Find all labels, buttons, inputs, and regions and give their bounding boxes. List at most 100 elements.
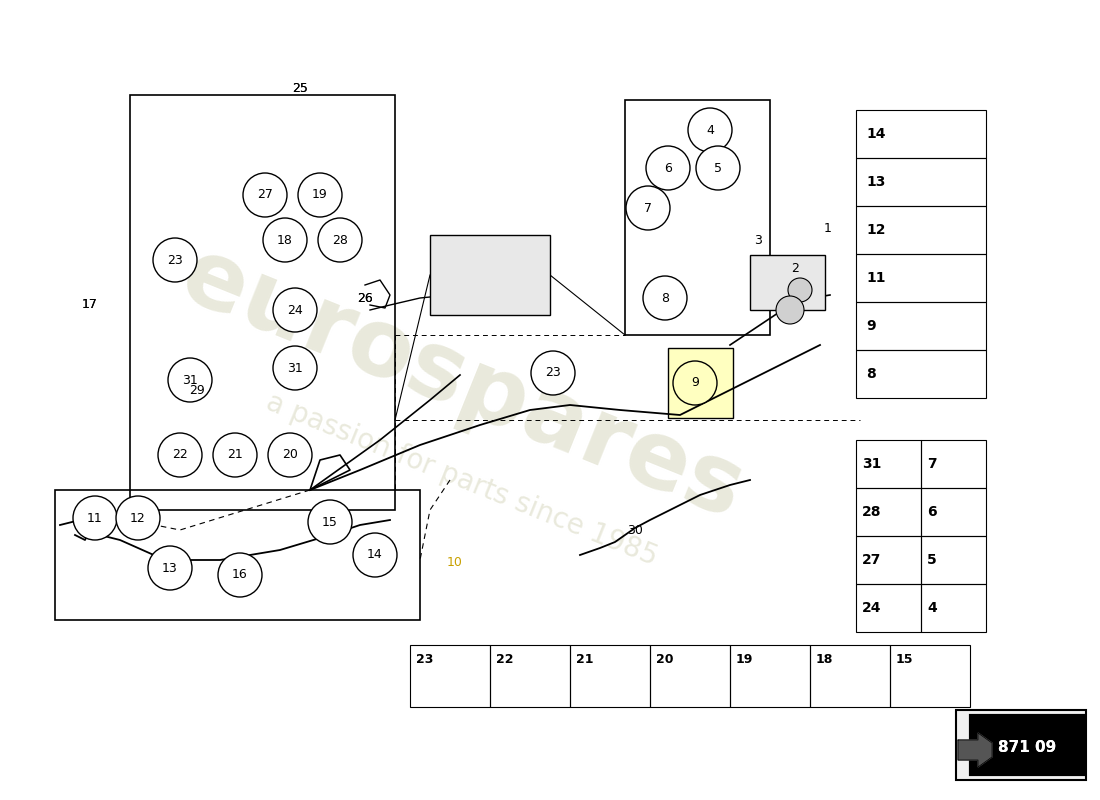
- Text: 31: 31: [862, 457, 881, 471]
- Text: 6: 6: [664, 162, 672, 174]
- Circle shape: [153, 238, 197, 282]
- Circle shape: [213, 433, 257, 477]
- Bar: [856, 536, 921, 584]
- Bar: [856, 110, 986, 158]
- Text: 6: 6: [927, 505, 936, 519]
- Text: 20: 20: [656, 653, 673, 666]
- Text: 8: 8: [661, 291, 669, 305]
- Circle shape: [644, 276, 688, 320]
- Bar: [490, 645, 570, 707]
- Circle shape: [243, 173, 287, 217]
- Text: 15: 15: [896, 653, 913, 666]
- Bar: [130, 95, 395, 510]
- Text: 9: 9: [691, 377, 698, 390]
- Bar: [921, 536, 986, 584]
- Bar: [668, 348, 733, 418]
- Text: 4: 4: [706, 123, 714, 137]
- Bar: [921, 488, 986, 536]
- Circle shape: [696, 146, 740, 190]
- Text: 13: 13: [162, 562, 178, 574]
- Text: 28: 28: [332, 234, 348, 246]
- Bar: [856, 488, 921, 536]
- Circle shape: [273, 288, 317, 332]
- Text: a passion for parts since 1985: a passion for parts since 1985: [262, 389, 662, 571]
- Circle shape: [788, 278, 812, 302]
- Circle shape: [218, 553, 262, 597]
- Circle shape: [776, 296, 804, 324]
- Bar: [856, 254, 986, 302]
- Bar: [55, 490, 420, 620]
- Circle shape: [646, 146, 690, 190]
- Text: 29: 29: [189, 383, 205, 397]
- Bar: [856, 584, 921, 632]
- Text: 12: 12: [130, 511, 146, 525]
- Bar: [856, 302, 986, 350]
- Bar: [730, 645, 810, 707]
- Text: 29: 29: [189, 383, 205, 397]
- Bar: [890, 645, 970, 707]
- Circle shape: [626, 186, 670, 230]
- Text: 17: 17: [82, 298, 98, 311]
- Circle shape: [353, 533, 397, 577]
- Text: 10: 10: [447, 555, 463, 569]
- Circle shape: [688, 108, 732, 152]
- Bar: [430, 235, 550, 315]
- Text: 7: 7: [644, 202, 652, 214]
- Text: 19: 19: [736, 653, 754, 666]
- Bar: [956, 710, 1086, 780]
- Text: 2: 2: [791, 262, 799, 274]
- Text: 9: 9: [866, 319, 876, 333]
- Text: 11: 11: [866, 271, 886, 285]
- Text: 24: 24: [287, 303, 303, 317]
- Text: 23: 23: [167, 254, 183, 266]
- Bar: [570, 645, 650, 707]
- Text: 23: 23: [416, 653, 433, 666]
- Text: 18: 18: [816, 653, 834, 666]
- Text: 3: 3: [755, 234, 762, 246]
- Circle shape: [298, 173, 342, 217]
- Text: 871 09: 871 09: [998, 741, 1056, 755]
- Circle shape: [531, 351, 575, 395]
- Text: 13: 13: [866, 175, 886, 189]
- Text: 14: 14: [866, 127, 886, 141]
- Circle shape: [318, 218, 362, 262]
- Text: 871 09: 871 09: [998, 741, 1056, 755]
- Circle shape: [158, 433, 202, 477]
- Bar: [970, 715, 1085, 775]
- Text: 31: 31: [183, 374, 198, 386]
- Text: 18: 18: [277, 234, 293, 246]
- Text: 12: 12: [866, 223, 886, 237]
- Text: 27: 27: [257, 189, 273, 202]
- Bar: [856, 440, 921, 488]
- Text: 25: 25: [293, 82, 308, 94]
- Circle shape: [273, 346, 317, 390]
- Text: 5: 5: [714, 162, 722, 174]
- Text: 11: 11: [87, 511, 103, 525]
- Text: 31: 31: [287, 362, 303, 374]
- Text: 5: 5: [927, 553, 937, 567]
- Text: 30: 30: [627, 523, 642, 537]
- Text: 17: 17: [82, 298, 98, 311]
- Bar: [750, 255, 825, 310]
- Text: 14: 14: [367, 549, 383, 562]
- Text: eurospares: eurospares: [168, 230, 756, 538]
- Bar: [856, 350, 986, 398]
- Text: 24: 24: [862, 601, 881, 615]
- Circle shape: [308, 500, 352, 544]
- Bar: [810, 645, 890, 707]
- Text: 7: 7: [927, 457, 936, 471]
- Text: 1: 1: [824, 222, 832, 234]
- Bar: [921, 440, 986, 488]
- Bar: [856, 158, 986, 206]
- Text: 16: 16: [232, 569, 248, 582]
- Circle shape: [268, 433, 312, 477]
- Text: 23: 23: [546, 366, 561, 379]
- Bar: [921, 584, 986, 632]
- Text: 20: 20: [282, 449, 298, 462]
- Circle shape: [116, 496, 160, 540]
- Text: 19: 19: [312, 189, 328, 202]
- Text: 8: 8: [866, 367, 876, 381]
- Text: 26: 26: [358, 291, 373, 305]
- Text: 25: 25: [293, 82, 308, 94]
- Text: 4: 4: [927, 601, 937, 615]
